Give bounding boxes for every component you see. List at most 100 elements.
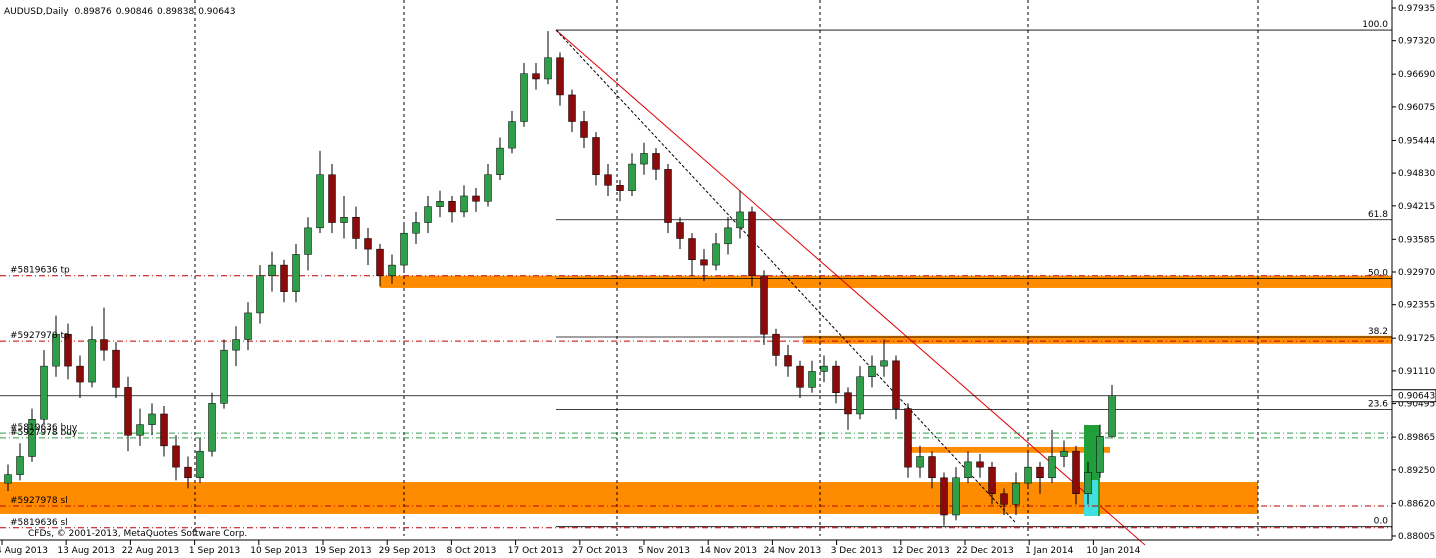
candle-body bbox=[916, 456, 924, 468]
y-tick-label: 0.89865 bbox=[1398, 433, 1435, 443]
x-tick-label: 4 Aug 2013 bbox=[0, 546, 48, 556]
x-tick-label: 5 Nov 2013 bbox=[638, 546, 690, 556]
candle-body bbox=[460, 195, 468, 213]
candle-body bbox=[940, 477, 948, 516]
candle-body bbox=[328, 174, 336, 223]
order-label: #5819636 buy bbox=[10, 423, 78, 433]
x-tick-label: 29 Sep 2013 bbox=[379, 546, 436, 556]
x-tick-label: 19 Sep 2013 bbox=[314, 546, 371, 556]
candle-body bbox=[592, 137, 600, 175]
candle-body bbox=[796, 365, 804, 388]
candle-body bbox=[628, 163, 636, 191]
candle-body bbox=[544, 57, 552, 80]
candle-body bbox=[1072, 450, 1080, 494]
candle-body bbox=[292, 254, 300, 292]
order-label: #5819636 tp bbox=[10, 266, 70, 276]
header: AUDUSD,Daily 0.89876 0.90846 0.89838 0.90643 bbox=[4, 7, 235, 17]
candle-body bbox=[664, 169, 672, 223]
candle-body bbox=[868, 365, 876, 377]
y-tick-label: 0.88620 bbox=[1398, 499, 1435, 509]
candle-body bbox=[880, 360, 888, 367]
y-tick-label: 0.97935 bbox=[1398, 4, 1435, 14]
y-tick-label: 0.89250 bbox=[1398, 466, 1435, 476]
candle-body bbox=[232, 339, 240, 351]
candle-body bbox=[652, 153, 660, 170]
candle-body bbox=[208, 403, 216, 452]
candle-body bbox=[988, 466, 996, 494]
x-tick-label: 3 Dec 2013 bbox=[831, 546, 883, 556]
candle-body bbox=[784, 355, 792, 367]
candle-body bbox=[964, 461, 972, 479]
current-price-label: 0.90643 bbox=[1398, 392, 1435, 402]
candle-body bbox=[160, 413, 168, 447]
candle-body bbox=[1048, 456, 1056, 479]
candle-body bbox=[1096, 436, 1104, 473]
x-tick-label: 12 Dec 2013 bbox=[892, 546, 950, 556]
fib-label: 61.8 bbox=[1368, 210, 1388, 220]
low: 0.89838 bbox=[157, 7, 194, 17]
zone bbox=[908, 446, 1110, 453]
candle-body bbox=[700, 259, 708, 266]
candle-body bbox=[724, 227, 732, 245]
order-label: #5927978 sl bbox=[10, 496, 68, 506]
candle-body bbox=[412, 222, 420, 234]
candle-body bbox=[1036, 466, 1044, 479]
candle-body bbox=[844, 392, 852, 415]
candle-body bbox=[112, 349, 120, 388]
candle-body bbox=[568, 94, 576, 122]
close: 0.90643 bbox=[198, 7, 235, 17]
candle-body bbox=[496, 147, 504, 175]
candle-body bbox=[436, 201, 444, 207]
x-tick-label: 24 Nov 2013 bbox=[764, 546, 822, 556]
candle-body bbox=[772, 333, 780, 356]
copyright: CFDs, © 2001-2013, MetaQuotes Software C… bbox=[28, 529, 247, 539]
candle-body bbox=[484, 174, 492, 202]
y-tick-label: 0.88005 bbox=[1398, 532, 1435, 542]
candle-body bbox=[364, 238, 372, 250]
candle-body bbox=[892, 360, 900, 409]
candle-body bbox=[1000, 493, 1008, 505]
x-tick-label: 17 Oct 2013 bbox=[508, 546, 564, 556]
x-tick-label: 14 Nov 2013 bbox=[699, 546, 757, 556]
candle-body bbox=[640, 153, 648, 165]
current-price-box bbox=[1391, 389, 1436, 403]
candle-body bbox=[76, 365, 84, 383]
order-label: #5819636 sl bbox=[10, 518, 68, 528]
candle-body bbox=[676, 222, 684, 239]
order-label: #5927978 tp bbox=[10, 331, 70, 341]
zones bbox=[0, 275, 1392, 514]
candle-body bbox=[1108, 395, 1116, 437]
fib-label: 23.6 bbox=[1368, 399, 1388, 409]
candle-body bbox=[616, 185, 624, 191]
candle-body bbox=[304, 227, 312, 255]
high: 0.90846 bbox=[116, 7, 153, 17]
y-tick-label: 0.96690 bbox=[1398, 70, 1435, 80]
candles bbox=[4, 31, 1116, 526]
zone bbox=[0, 482, 1258, 514]
y-tick-label: 0.93585 bbox=[1398, 235, 1435, 245]
candle-body bbox=[100, 339, 108, 351]
y-tick-label: 0.94215 bbox=[1398, 202, 1435, 212]
x-tick-label: 13 Aug 2013 bbox=[57, 546, 115, 556]
candle-body bbox=[40, 365, 48, 420]
candle-body bbox=[148, 413, 156, 425]
open: 0.89876 bbox=[75, 7, 112, 17]
candle-body bbox=[244, 312, 252, 340]
candle-body bbox=[1024, 466, 1032, 484]
x-tick-label: 22 Dec 2013 bbox=[956, 546, 1014, 556]
candle-body bbox=[64, 333, 72, 367]
candle-body bbox=[808, 371, 816, 388]
candle-body bbox=[400, 232, 408, 266]
order-label: #5927978 buy bbox=[10, 428, 78, 438]
x-tick-label: 10 Sep 2013 bbox=[250, 546, 307, 556]
candle-body bbox=[184, 466, 192, 479]
y-tick-label: 0.91110 bbox=[1398, 367, 1435, 377]
annotations: AUDUSD,Daily 0.89876 0.90846 0.89838 0.90643… bbox=[4, 7, 247, 539]
candle-body bbox=[856, 376, 864, 415]
candle-body bbox=[928, 456, 936, 479]
candle-body bbox=[124, 387, 132, 436]
y-tick-label: 0.90495 bbox=[1398, 400, 1435, 410]
candle-body bbox=[256, 275, 264, 314]
candle-body bbox=[1012, 482, 1020, 505]
